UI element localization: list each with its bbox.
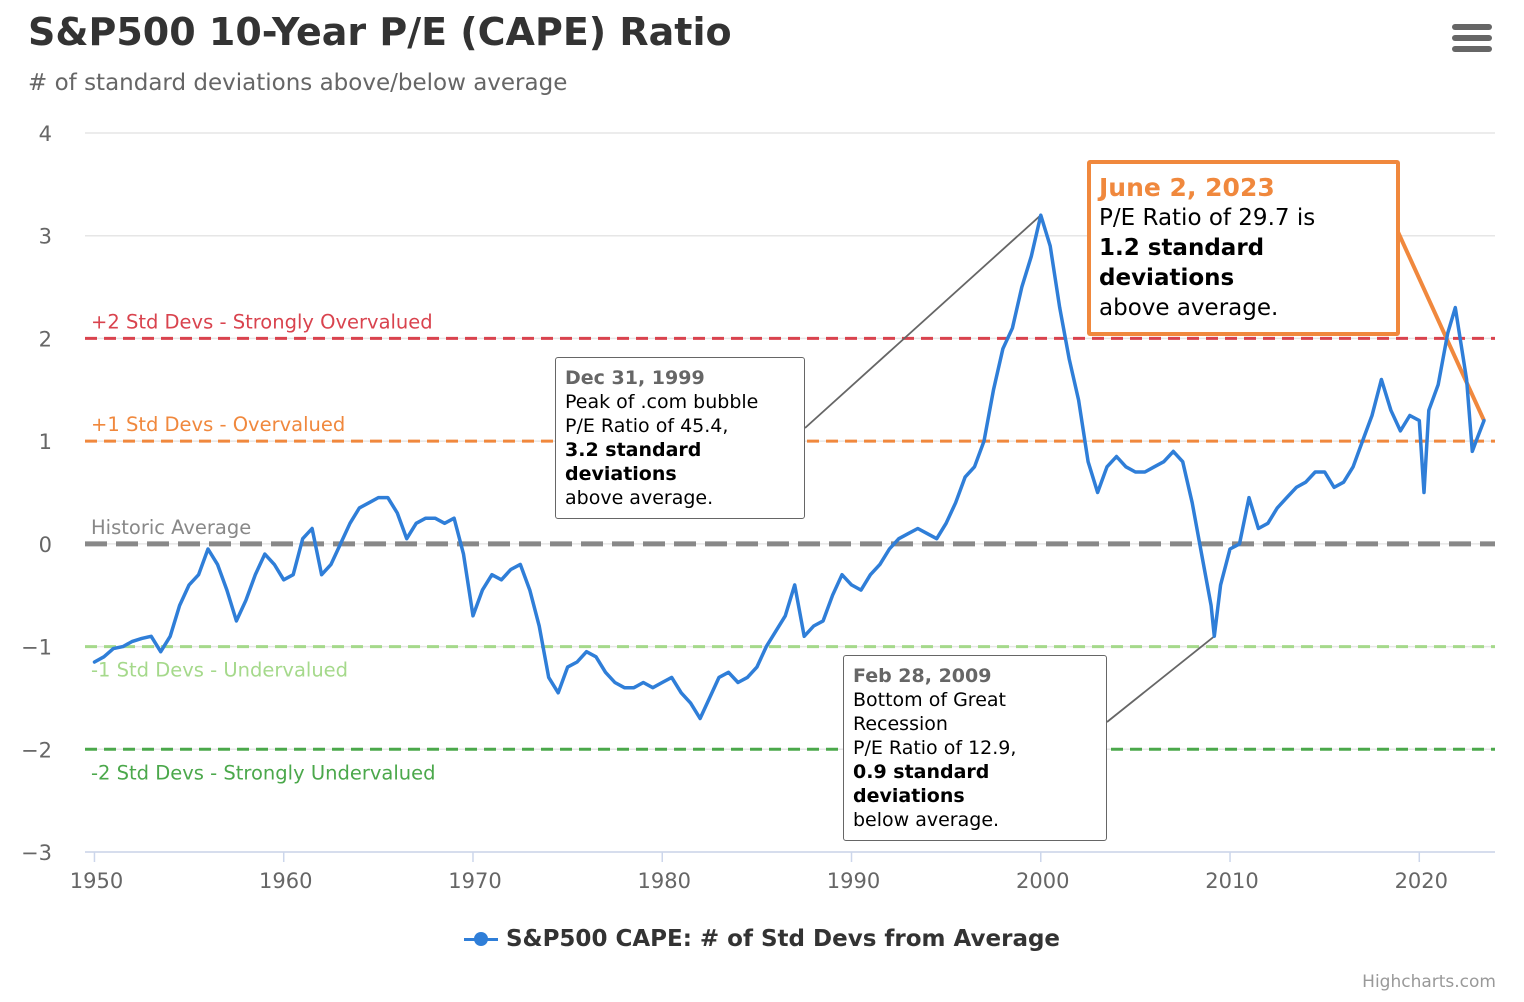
legend-label: S&P500 CAPE: # of Std Devs from Average [505, 926, 1061, 952]
plot-line-label: +2 Std Devs - Strongly Overvalued [91, 310, 433, 333]
annotation-text: below average. [853, 809, 1000, 831]
y-tick-label: 0 [39, 533, 52, 557]
annotation-text: above average. [1099, 295, 1279, 321]
annotation-text: P/E Ratio of 12.9, [853, 737, 1017, 759]
x-tick-label: 1960 [259, 869, 312, 893]
annotation-date: Feb 28, 2009 [853, 665, 992, 687]
x-tick-label: 1970 [448, 869, 501, 893]
annotation-text: above average. [565, 487, 714, 509]
menu-bar [1452, 24, 1492, 30]
y-tick-label: 2 [39, 327, 52, 351]
y-axis: −3 −2 −1 0 1 2 3 4 [21, 122, 52, 865]
annotation-text: Peak of .com bubble [565, 391, 759, 413]
series[interactable] [92, 213, 1486, 721]
annotation-dotcom-peak: Dec 31, 1999 Peak of .com bubble P/E Rat… [555, 357, 805, 519]
plot-line-label: -1 Std Devs - Undervalued [91, 659, 348, 682]
plot-line-label: -2 Std Devs - Strongly Undervalued [91, 761, 436, 784]
menu-bar [1452, 46, 1492, 52]
x-tick-label: 1980 [638, 869, 691, 893]
menu-bar [1452, 35, 1492, 41]
x-tick-label: 1950 [70, 869, 123, 893]
y-tick-label: −1 [21, 636, 52, 660]
annotation-great-recession: Feb 28, 2009 Bottom of Great Recession P… [843, 655, 1107, 841]
credits-link[interactable]: Highcharts.com [1362, 972, 1496, 992]
x-tick-label: 1990 [827, 869, 880, 893]
x-tick-label: 2000 [1016, 869, 1069, 893]
annotation-text: P/E Ratio of 45.4, [565, 415, 729, 437]
x-tick-label: 2020 [1395, 869, 1448, 893]
legend-item[interactable]: S&P500 CAPE: # of Std Devs from Average [463, 926, 1061, 952]
annotation-connector [1396, 231, 1486, 422]
y-tick-label: −2 [21, 738, 52, 762]
annotation-emphasis: 0.9 standard deviations [853, 761, 990, 807]
series-line [92, 213, 1486, 721]
plot-line-label: Historic Average [91, 516, 251, 539]
x-axis: 1950 1960 1970 1980 1990 2000 2010 2020 [70, 851, 1495, 893]
legend: S&P500 CAPE: # of Std Devs from Average [0, 926, 1524, 955]
annotation-current: June 2, 2023 P/E Ratio of 29.7 is 1.2 st… [1087, 160, 1400, 336]
annotation-date: Dec 31, 1999 [565, 367, 705, 389]
hamburger-menu-icon[interactable] [1452, 24, 1492, 58]
annotation-connector [804, 214, 1042, 429]
legend-line-marker-icon [463, 929, 498, 949]
annotation-connector [1106, 635, 1215, 723]
annotation-text: Bottom of Great Recession [853, 689, 1006, 735]
chart-title: S&P500 10-Year P/E (CAPE) Ratio [28, 10, 732, 54]
annotation-connectors [804, 214, 1486, 723]
y-tick-label: −3 [21, 841, 52, 865]
plot-line-label: +1 Std Devs - Overvalued [91, 413, 345, 436]
chart-subtitle: # of standard deviations above/below ave… [28, 70, 568, 96]
annotation-emphasis: 1.2 standard deviations [1099, 235, 1265, 291]
y-tick-label: 3 [39, 225, 52, 249]
annotation-date: June 2, 2023 [1099, 173, 1275, 202]
annotation-text: P/E Ratio of 29.7 is [1099, 205, 1316, 231]
annotation-emphasis: 3.2 standard deviations [565, 439, 702, 485]
x-tick-label: 2010 [1205, 869, 1258, 893]
y-tick-label: 4 [39, 122, 52, 146]
y-tick-label: 1 [39, 430, 52, 454]
